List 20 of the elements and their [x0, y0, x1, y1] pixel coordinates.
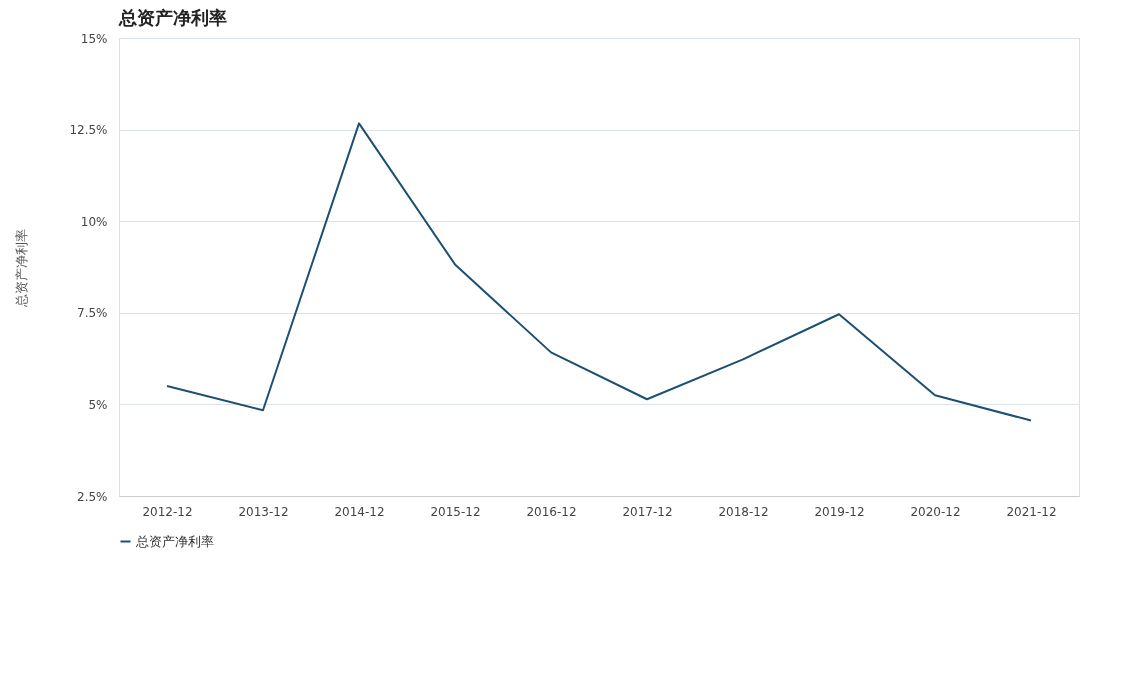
y-tick-label: 15% [80, 31, 108, 46]
x-tick-label: 2017-12 [622, 504, 673, 519]
x-tick-label: 2021-12 [1006, 504, 1057, 519]
x-tick-label: 2019-12 [814, 504, 865, 519]
x-tick-label: 2018-12 [718, 504, 769, 519]
legend-label: 总资产净利率 [135, 533, 214, 549]
y-tick-label: 10% [80, 214, 108, 229]
chart-title: 总资产净利率 [118, 7, 227, 28]
x-tick-label: 2016-12 [526, 504, 577, 519]
x-tick-label: 2020-12 [910, 504, 961, 519]
x-tick-label: 2012-12 [142, 504, 193, 519]
y-tick-label: 2.5% [77, 489, 108, 504]
y-tick-label: 7.5% [77, 306, 108, 321]
x-tick-label: 2015-12 [430, 504, 481, 519]
y-tick-label: 12.5% [69, 123, 108, 138]
x-tick-label: 2013-12 [238, 504, 289, 519]
line-series [166, 122, 1032, 422]
y-tick-label: 5% [88, 397, 108, 412]
y-axis-title: 总资产净利率 [14, 228, 30, 308]
x-tick-label: 2014-12 [334, 504, 385, 519]
